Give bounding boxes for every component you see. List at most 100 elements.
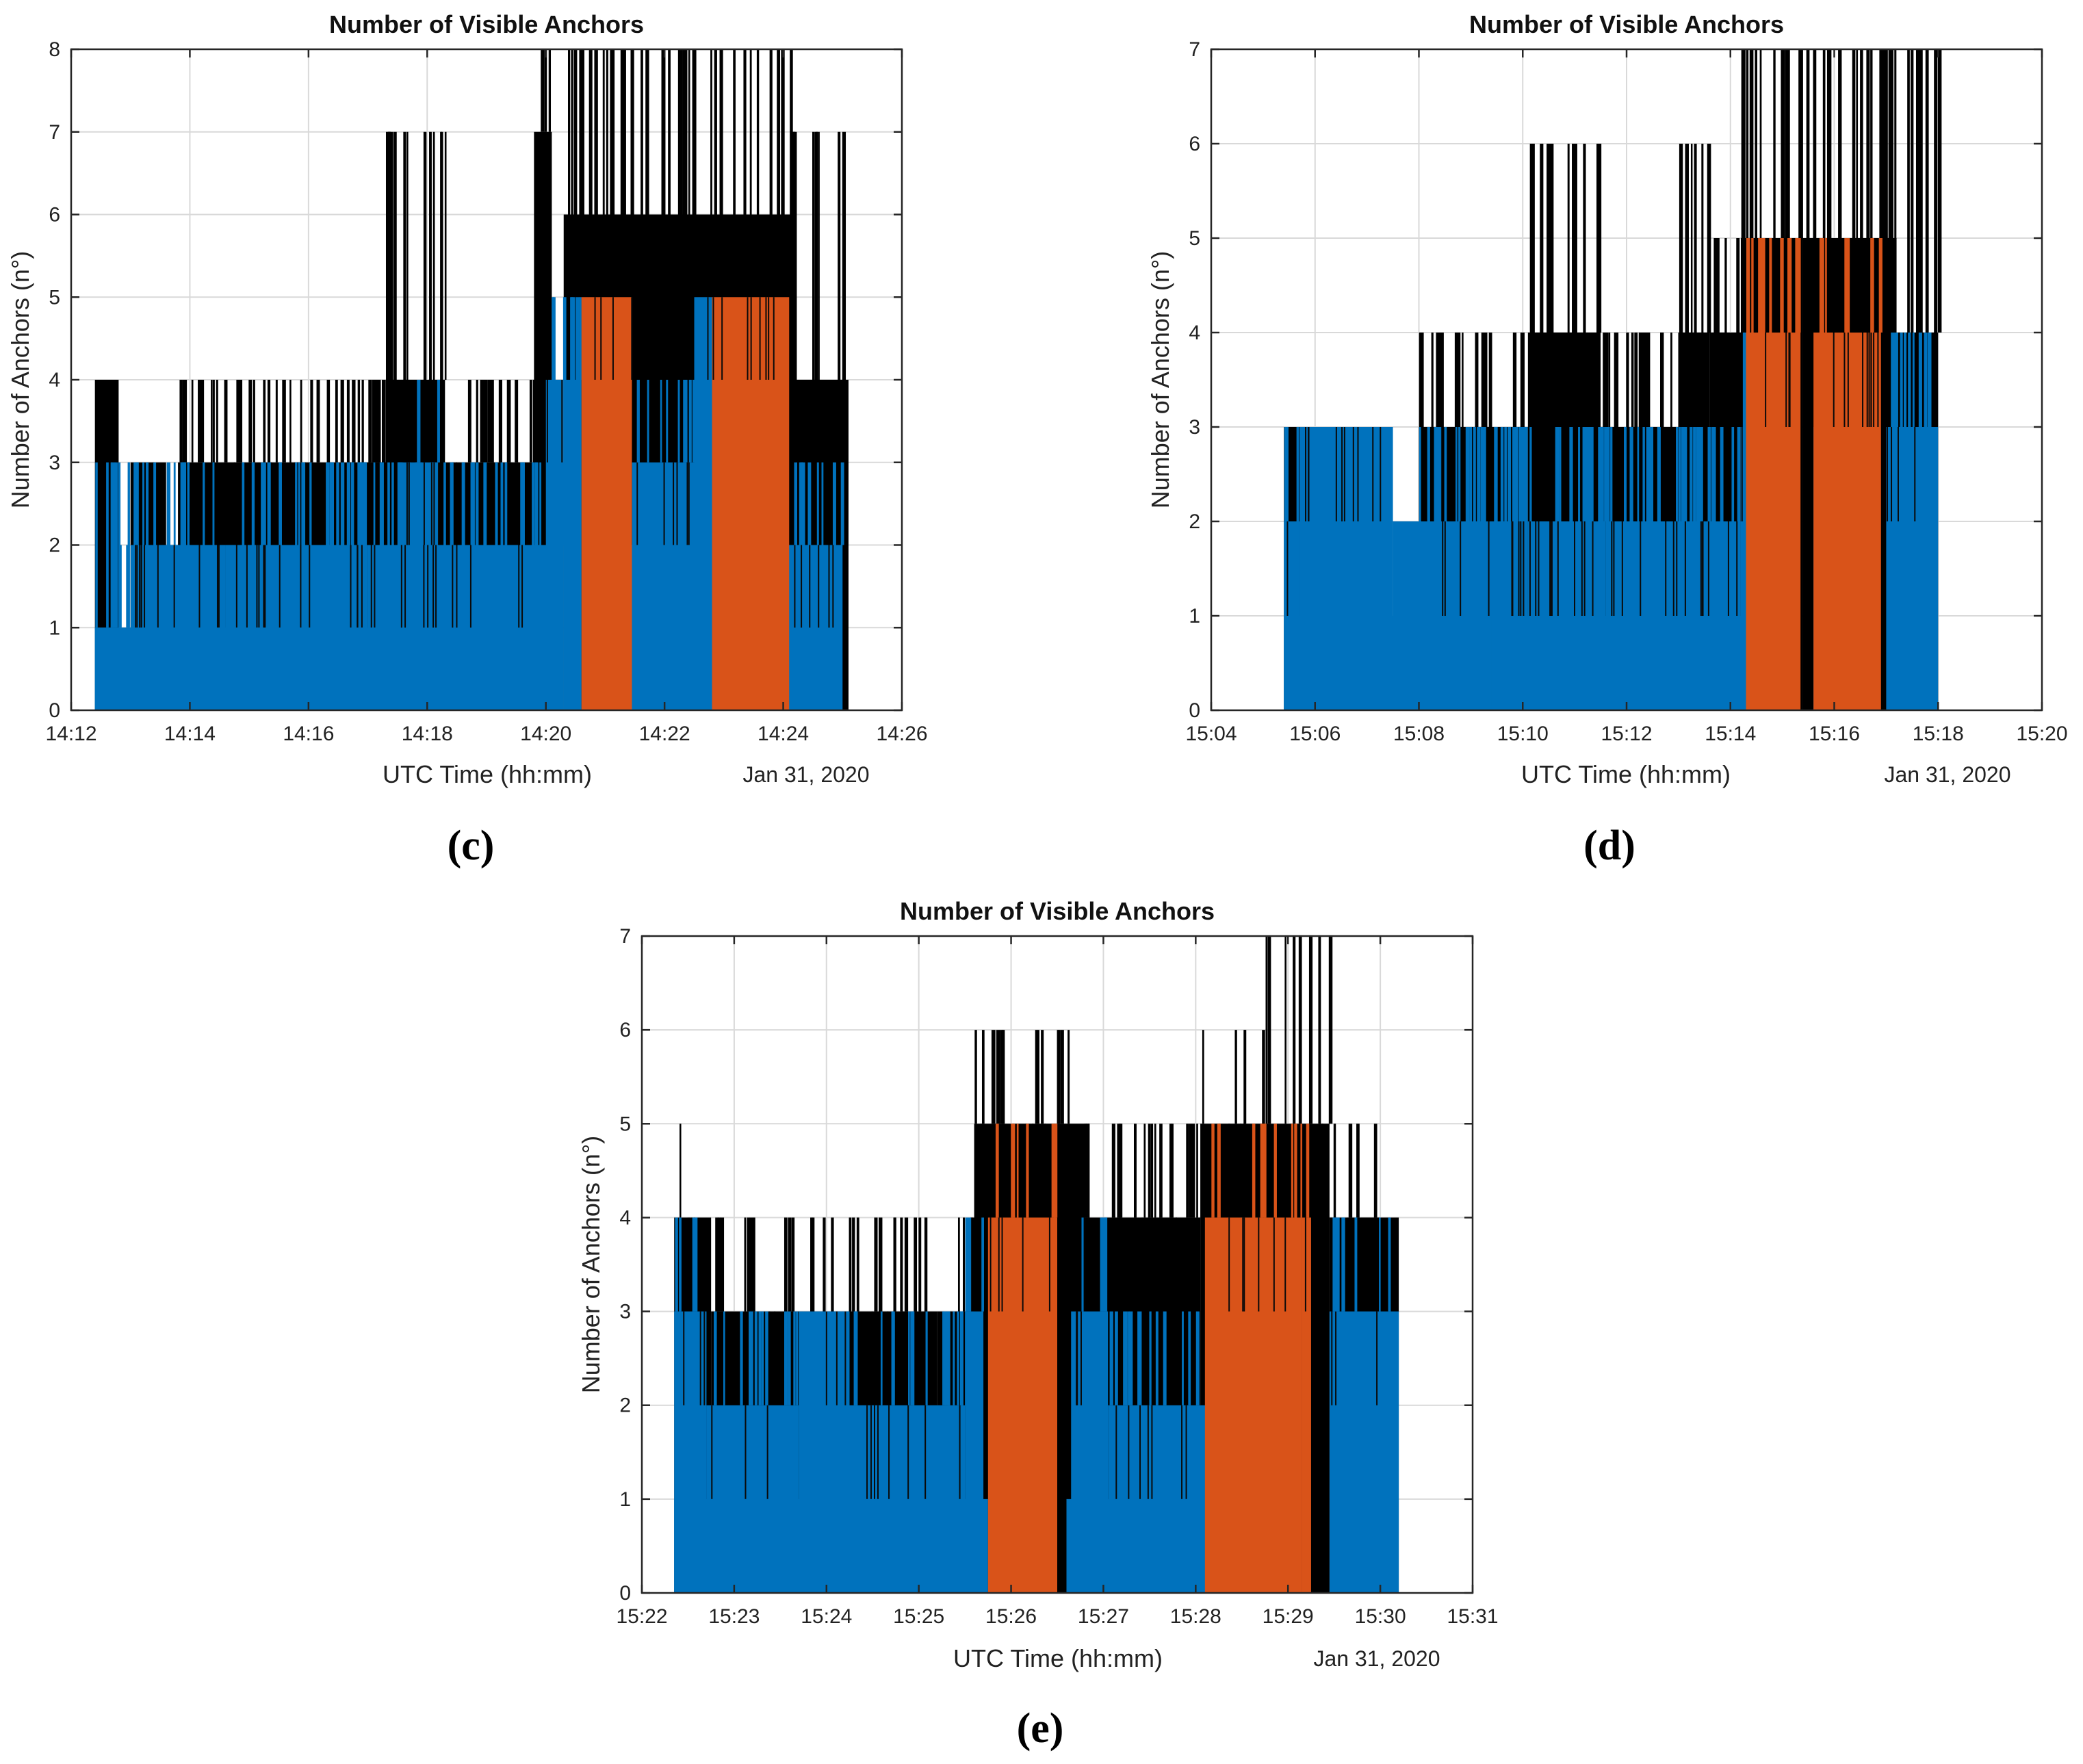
- series-spike: [1758, 238, 1761, 333]
- series-spike: [389, 131, 393, 380]
- series-spike: [1473, 427, 1476, 521]
- series-dropout: [1308, 1124, 1310, 1218]
- series-spike: [1713, 427, 1716, 521]
- series-spike: [1624, 427, 1626, 521]
- series-spike: [1111, 1124, 1115, 1218]
- series-spike: [562, 297, 567, 380]
- series-dropout: [1891, 427, 1893, 521]
- series-spike: [383, 380, 386, 463]
- series-spike: [1117, 1124, 1121, 1218]
- series-spike: [1521, 333, 1525, 427]
- series-dropout: [1228, 1124, 1230, 1218]
- series-spike: [1569, 427, 1573, 521]
- series-dropout: [1668, 427, 1670, 521]
- series-spike: [1679, 144, 1683, 333]
- series-spike: [1051, 1124, 1056, 1218]
- series-spike: [552, 297, 556, 380]
- series-dropout: [1273, 1217, 1275, 1312]
- y-tick-label: 1: [1189, 605, 1200, 627]
- series-spike: [173, 462, 176, 545]
- series-spike: [1634, 333, 1638, 427]
- series-spike: [602, 49, 605, 215]
- series-segment: [712, 297, 790, 710]
- series-spike: [480, 380, 482, 463]
- series-dropout: [263, 545, 266, 628]
- series-spike: [1518, 427, 1521, 521]
- series-segment: [563, 297, 582, 710]
- series-dropout: [1076, 1311, 1078, 1405]
- series-spike: [1419, 333, 1421, 427]
- series-spike: [1435, 427, 1438, 521]
- series-dropout: [707, 297, 709, 380]
- series-dropout: [768, 297, 770, 380]
- series-spike: [1800, 49, 1803, 238]
- plot-frame: [641, 935, 1474, 1594]
- series-dropout: [866, 1405, 868, 1499]
- series-dropout: [211, 462, 213, 545]
- series-dropout: [1561, 333, 1563, 427]
- plot-area: 0 1 2 3 4 5 6 7 15:22 15:23 15:24 15:25 15:26 15:27 15…: [616, 925, 1498, 1628]
- series-dropout: [1788, 333, 1790, 427]
- series-dropout: [1523, 521, 1525, 616]
- x-tick-label: 15:27: [1078, 1605, 1129, 1628]
- series-spike: [692, 49, 697, 215]
- series-spike: [432, 131, 435, 380]
- series-spike: [818, 131, 820, 380]
- series-dropout: [135, 545, 137, 628]
- series-bar: [674, 1499, 988, 1593]
- series-dropout: [456, 545, 458, 628]
- series-dropout: [1843, 333, 1846, 427]
- series-bar: [94, 627, 386, 710]
- series-spike: [814, 131, 818, 380]
- series-dropout: [794, 545, 796, 628]
- series-dropout: [400, 545, 402, 628]
- series-spike: [539, 462, 542, 545]
- series-dropout: [1847, 333, 1849, 427]
- series-spike: [689, 380, 692, 463]
- series-spike: [944, 1311, 948, 1405]
- series-spike: [1644, 333, 1648, 427]
- series-spike: [781, 49, 785, 215]
- series-dropout: [374, 545, 376, 628]
- series-dropout: [871, 1311, 873, 1405]
- series-spike: [1813, 49, 1817, 238]
- series-spike: [914, 1217, 918, 1312]
- y-tick-label: 7: [619, 925, 631, 948]
- series-spike: [1379, 1217, 1381, 1312]
- series-spike: [620, 49, 624, 215]
- series-dropout: [1621, 521, 1623, 616]
- series-spike: [1856, 49, 1859, 238]
- series-dropout: [1076, 1311, 1078, 1405]
- series-spike: [1336, 1217, 1340, 1312]
- series-dropout: [791, 380, 793, 463]
- x-tick-label: 15:26: [985, 1605, 1037, 1628]
- series-spike: [1488, 333, 1492, 427]
- series-spike: [1427, 427, 1430, 521]
- x-tick-label: 14:26: [876, 723, 927, 745]
- series-spike: [594, 49, 598, 215]
- series-dropout: [1684, 521, 1686, 616]
- series-dropout: [1330, 1217, 1332, 1312]
- series-dropout: [1549, 521, 1551, 616]
- series-dropout: [1765, 333, 1767, 427]
- series-spike: [1533, 144, 1535, 333]
- series-dropout: [423, 462, 425, 545]
- series-spike: [1483, 427, 1486, 521]
- series-spike: [1159, 1124, 1163, 1218]
- series-spike: [385, 131, 390, 380]
- series-spike: [733, 49, 736, 215]
- series-dropout: [1001, 1217, 1003, 1312]
- series-spike: [575, 297, 580, 380]
- series-dropout: [173, 545, 175, 628]
- series-spike: [961, 1311, 963, 1405]
- series-spike: [1894, 49, 1897, 238]
- series-spike: [1188, 1311, 1191, 1405]
- series-dropout: [1685, 333, 1687, 427]
- y-tick-label: 5: [49, 286, 60, 309]
- series-dropout: [517, 462, 519, 545]
- series-base-anchors: [94, 545, 564, 710]
- series-spike: [1318, 936, 1321, 1124]
- series-spike: [1646, 427, 1648, 521]
- series-spike: [1585, 427, 1588, 521]
- series-spike: [682, 49, 685, 215]
